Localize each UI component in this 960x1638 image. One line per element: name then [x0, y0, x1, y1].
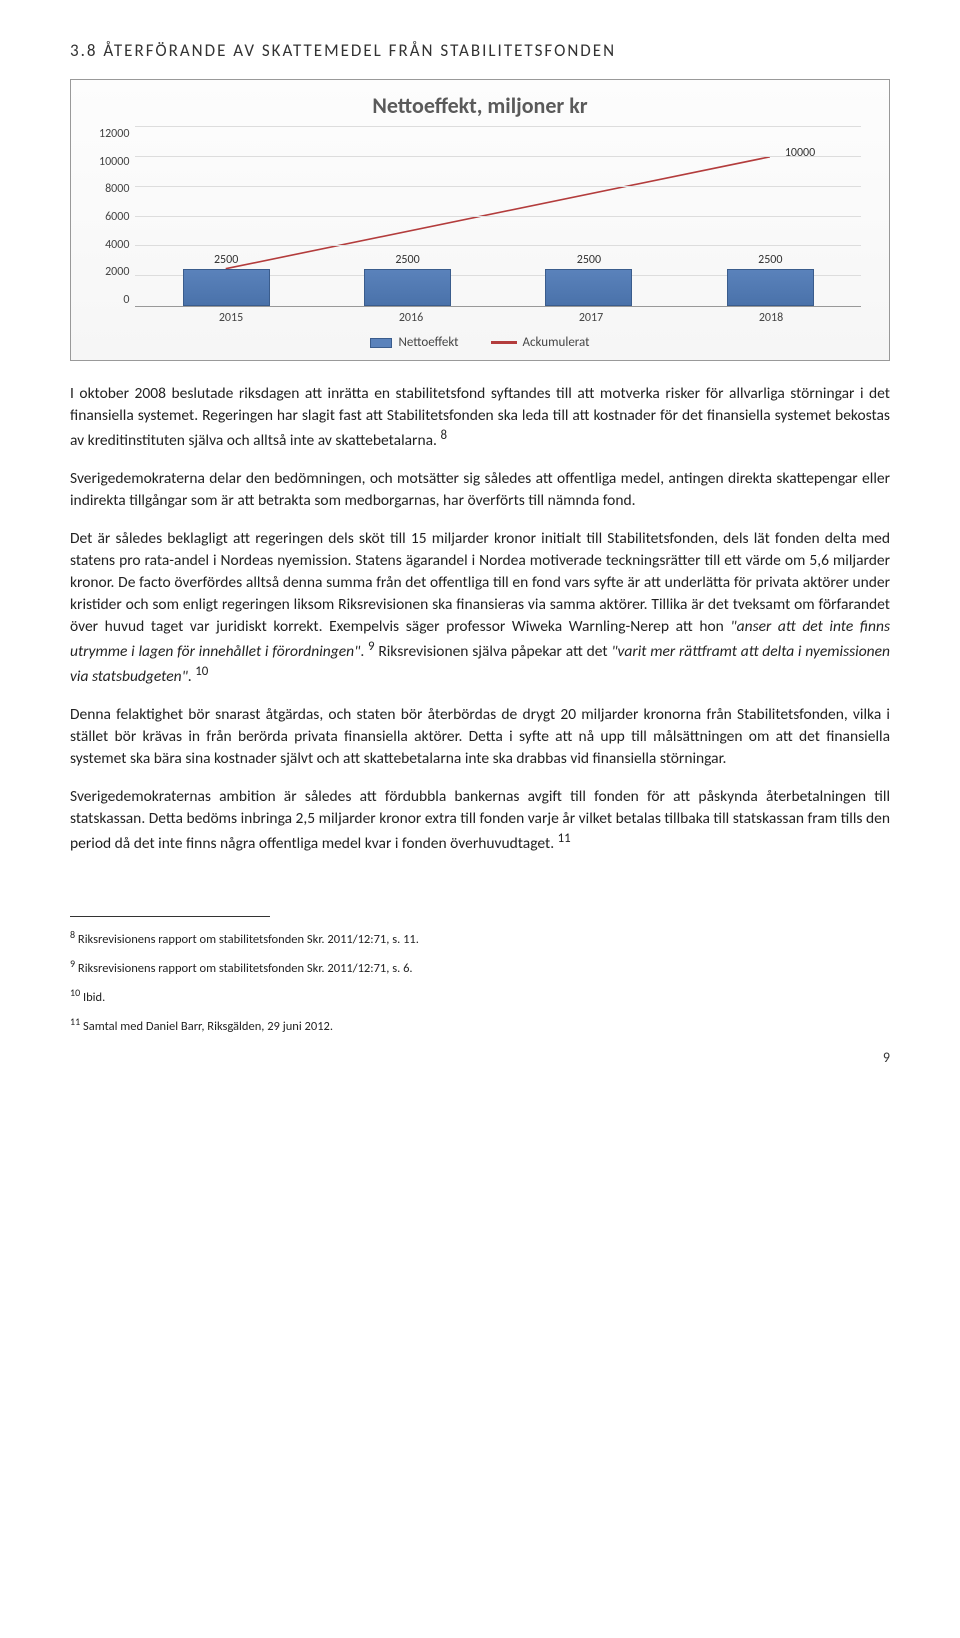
line-end-label: 10000: [785, 146, 815, 160]
footnote-ref-11: 11: [558, 831, 571, 846]
x-tick: 2018: [681, 311, 861, 325]
chart-title: Nettoeffekt, miljoner kr: [99, 92, 861, 119]
y-tick: 12000: [99, 127, 129, 141]
legend-line-label: Ackumulerat: [523, 335, 590, 350]
x-tick: 2016: [321, 311, 501, 325]
gridline: [135, 156, 861, 157]
footnotes: 8 Riksrevisionens rapport om stabilitets…: [70, 927, 890, 1038]
y-tick: 0: [123, 293, 129, 307]
x-axis: 2015201620172018: [141, 311, 861, 325]
p1-text: I oktober 2008 beslutade riksdagen att i…: [70, 384, 890, 450]
paragraph-4: Denna felaktighet bör snarast åtgärdas, …: [70, 704, 890, 770]
chart-container: Nettoeffekt, miljoner kr 12000 10000 8000 6…: [70, 79, 890, 361]
p3-text-b: .: [360, 642, 368, 661]
legend-item-line: Ackumulerat: [491, 335, 590, 350]
chart-legend: Nettoeffekt Ackumulerat: [99, 335, 861, 350]
bar-value-label: 2500: [577, 253, 601, 267]
y-tick: 2000: [105, 265, 129, 279]
footnote-9: 9 Riksrevisionens rapport om stabilitets…: [70, 956, 890, 979]
y-tick: 6000: [105, 210, 129, 224]
bar: [545, 269, 632, 306]
gridline: [135, 126, 861, 127]
gridline: [135, 245, 861, 246]
y-tick: 10000: [99, 155, 129, 169]
legend-bar-label: Nettoeffekt: [398, 335, 458, 350]
line-swatch-icon: [491, 341, 517, 344]
footnote-8: 8 Riksrevisionens rapport om stabilitets…: [70, 927, 890, 950]
chart-area: 120001000080006000400020000 250025002500…: [99, 127, 861, 307]
bar-value-label: 2500: [758, 253, 782, 267]
bar-value-label: 2500: [395, 253, 419, 267]
p5-text: Sverigedemokraternas ambition är således…: [70, 787, 890, 853]
bar-swatch-icon: [370, 338, 392, 348]
x-tick: 2015: [141, 311, 321, 325]
paragraph-3: Det är således beklagligt att regeringen…: [70, 528, 890, 688]
gridline: [135, 186, 861, 187]
y-tick: 8000: [105, 182, 129, 196]
plot-area: 2500 2500 2500 2500 10000: [135, 127, 861, 307]
paragraph-1: I oktober 2008 beslutade riksdagen att i…: [70, 383, 890, 452]
footnote-ref-10: 10: [195, 664, 208, 679]
bar-value-label: 2500: [214, 253, 238, 267]
bar: [727, 269, 814, 306]
footnote-9-text: Riksrevisionens rapport om stabilitetsfo…: [78, 961, 413, 976]
y-axis: 12000 10000 8000 6000 4000 2000 0: [99, 127, 135, 307]
footnote-11-text: Samtal med Daniel Barr, Riksgälden, 29 j…: [83, 1019, 333, 1034]
y-tick: 4000: [105, 238, 129, 252]
page-number: 9: [70, 1049, 890, 1066]
footnote-8-text: Riksrevisionens rapport om stabilitetsfo…: [78, 932, 419, 947]
x-tick: 2017: [501, 311, 681, 325]
section-heading: 3.8 ÅTERFÖRANDE AV SKATTEMEDEL FRÅN STAB…: [70, 40, 890, 61]
footnote-10: 10 Ibid.: [70, 985, 890, 1008]
bar: [364, 269, 451, 306]
legend-item-bar: Nettoeffekt: [370, 335, 458, 350]
footnote-10-text: Ibid.: [83, 990, 105, 1005]
bar: [183, 269, 270, 306]
gridline: [135, 216, 861, 217]
footnote-ref-8: 8: [440, 428, 447, 443]
footnote-separator: [70, 916, 270, 917]
paragraph-5: Sverigedemokraternas ambition är således…: [70, 786, 890, 855]
footnote-11: 11 Samtal med Daniel Barr, Riksgälden, 2…: [70, 1014, 890, 1037]
paragraph-2: Sverigedemokraterna delar den bedömninge…: [70, 468, 890, 512]
p3-text-c: Riksrevisionen själva påpekar att det: [375, 642, 612, 661]
